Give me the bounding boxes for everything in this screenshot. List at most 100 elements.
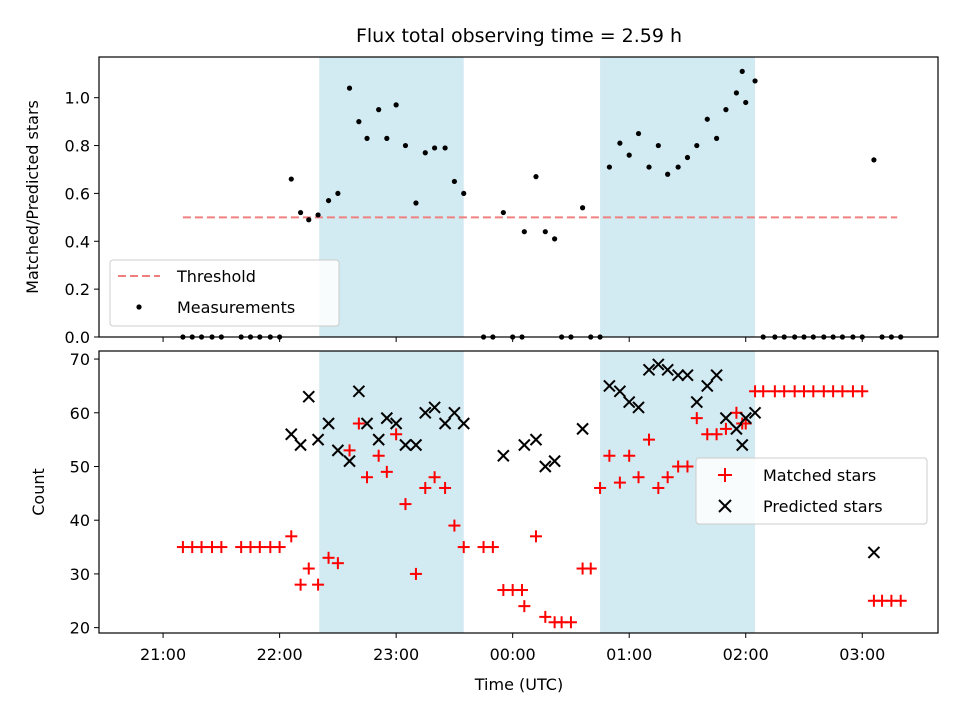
matched-star-point bbox=[294, 578, 307, 591]
measurement-point bbox=[723, 107, 729, 113]
measurement-point bbox=[533, 174, 539, 180]
measurement-point bbox=[552, 236, 558, 242]
measurement-point bbox=[335, 190, 341, 197]
y-tick-label: 0.6 bbox=[65, 184, 90, 203]
counts-y-axis-label: Count bbox=[29, 468, 48, 516]
predicted-star-point bbox=[701, 379, 714, 393]
predicted-star-point bbox=[343, 454, 356, 468]
matched-star-point bbox=[448, 519, 461, 532]
counts-plot-frame bbox=[98, 350, 939, 634]
measurement-point bbox=[606, 164, 612, 170]
predicted-star-point bbox=[867, 546, 881, 559]
predicted-legend-swatch bbox=[718, 499, 732, 513]
predicted-star-point bbox=[399, 438, 412, 452]
measurement-point bbox=[655, 142, 661, 149]
measurement-point bbox=[579, 205, 586, 211]
predicted-star-point bbox=[681, 368, 694, 382]
predicted-star-point bbox=[642, 363, 656, 377]
predicted-star-point bbox=[736, 438, 749, 452]
matched-star-point bbox=[584, 562, 597, 575]
predicted-star-point bbox=[438, 417, 452, 430]
y-tick-label: 1.0 bbox=[65, 89, 90, 108]
matched-star-point bbox=[778, 385, 791, 398]
matched-star-point bbox=[312, 578, 325, 591]
matched-star-point bbox=[372, 449, 385, 462]
matched-star-point bbox=[409, 567, 422, 580]
measurement-point bbox=[288, 176, 294, 182]
predicted-star-point bbox=[331, 444, 345, 457]
predicted-star-point bbox=[372, 433, 385, 446]
matched-star-point bbox=[894, 594, 907, 607]
measurement-point bbox=[325, 197, 332, 204]
matched-star-point bbox=[690, 412, 703, 425]
predicted-star-point bbox=[389, 417, 403, 430]
predicted-star-point bbox=[419, 406, 432, 419]
x-tick-label: 23:00 bbox=[373, 645, 419, 664]
matched-star-point bbox=[539, 610, 552, 623]
y-tick-label: 30 bbox=[70, 565, 90, 584]
measurement-point bbox=[635, 130, 642, 137]
x-tick-label: 03:00 bbox=[839, 645, 885, 664]
predicted-star-point bbox=[380, 411, 394, 425]
measurement-point bbox=[694, 142, 700, 149]
predicted-star-point bbox=[448, 406, 461, 419]
observing-interval-2 bbox=[600, 57, 756, 337]
predicted-star-point bbox=[539, 460, 552, 473]
predicted-star-point bbox=[428, 401, 441, 414]
matched-star-point bbox=[343, 444, 356, 457]
measurements-legend-label: Measurements bbox=[177, 298, 295, 317]
counts-panel: 20 30 40 50 60 70 21:00 22:00 23:00 00:00 01:00 02… bbox=[29, 350, 939, 694]
predicted-star-point bbox=[652, 358, 665, 371]
y-tick-label: 40 bbox=[70, 511, 90, 530]
x-tick-label: 21:00 bbox=[140, 645, 186, 664]
measurement-point bbox=[422, 150, 428, 156]
matched-star-point bbox=[594, 481, 607, 494]
matched-star-point bbox=[613, 476, 626, 489]
matched-star-point bbox=[331, 557, 344, 570]
measurement-point bbox=[500, 209, 506, 216]
measurement-point bbox=[626, 152, 632, 158]
y-tick-label: 0.0 bbox=[65, 328, 90, 347]
y-tick-label: 60 bbox=[70, 404, 90, 423]
matched-legend-label: Matched stars bbox=[763, 466, 876, 485]
predicted-star-point bbox=[529, 433, 543, 446]
predicted-star-point bbox=[632, 401, 645, 414]
matched-star-point bbox=[710, 428, 723, 441]
measurement-point bbox=[364, 135, 370, 141]
matched-star-point bbox=[807, 385, 820, 398]
y-tick-label: 0.2 bbox=[65, 280, 90, 299]
predicted-star-point bbox=[710, 368, 723, 382]
matched-star-point bbox=[632, 471, 645, 484]
x-axis-label: Time (UTC) bbox=[474, 675, 563, 694]
matched-star-point bbox=[719, 422, 732, 435]
measurement-point bbox=[442, 145, 448, 151]
observing-interval-1 bbox=[319, 351, 464, 633]
matched-star-point bbox=[390, 428, 403, 441]
predicted-star-point bbox=[518, 438, 531, 452]
matched-star-point bbox=[215, 541, 228, 554]
measurement-point bbox=[432, 145, 438, 151]
matched-star-point bbox=[361, 471, 374, 484]
predicted-star-point bbox=[730, 422, 743, 436]
predicted-star-point bbox=[322, 417, 335, 430]
predicted-star-point bbox=[719, 411, 733, 425]
observing-interval-1 bbox=[319, 57, 464, 337]
matched-star-point bbox=[518, 600, 531, 613]
x-tick-label: 01:00 bbox=[606, 645, 652, 664]
matched-star-point bbox=[195, 541, 208, 554]
measurement-point bbox=[542, 229, 548, 235]
matched-star-point bbox=[302, 562, 315, 575]
predicted-star-point bbox=[548, 454, 561, 468]
measurement-point bbox=[461, 190, 467, 197]
matched-star-point bbox=[457, 541, 470, 554]
y-tick-label: 50 bbox=[70, 457, 90, 476]
matched-star-point bbox=[428, 471, 441, 484]
x-tick-label: 00:00 bbox=[490, 645, 536, 664]
matched-star-point bbox=[681, 460, 694, 473]
measurement-point bbox=[376, 107, 382, 113]
measurement-point bbox=[393, 102, 399, 108]
measurement-point bbox=[356, 119, 362, 125]
measurement-point bbox=[665, 171, 671, 177]
measurement-point bbox=[675, 164, 681, 170]
y-tick-label: 0.8 bbox=[65, 137, 90, 156]
